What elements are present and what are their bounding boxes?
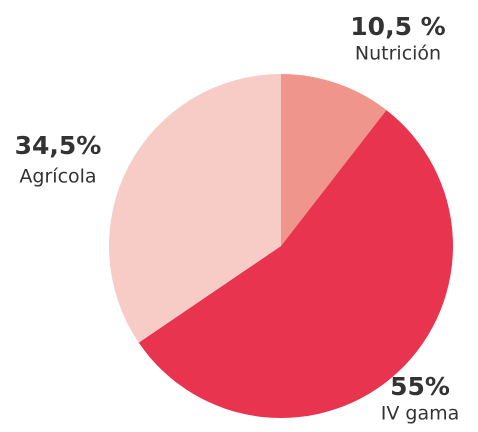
value-label: 55%: [390, 372, 450, 401]
category-label: IV gama: [381, 403, 460, 425]
value-label: 34,5%: [15, 131, 102, 160]
pie-slice: [109, 73, 281, 343]
category-label: Nutrición: [355, 43, 441, 65]
value-label: 10,5 %: [350, 12, 445, 41]
pie-slice: [138, 110, 454, 419]
pie-slice: [281, 74, 387, 246]
category-label: Agrícola: [19, 166, 96, 188]
